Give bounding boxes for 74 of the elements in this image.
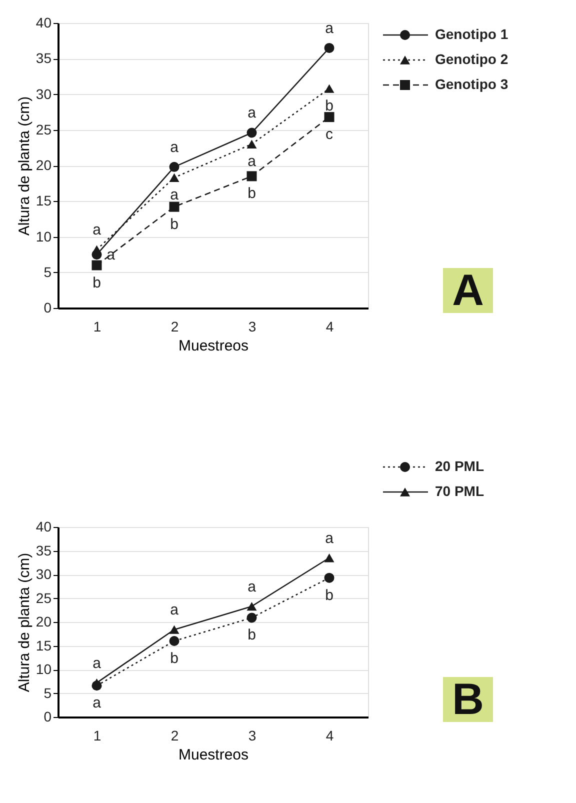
x-tick-label: 3: [248, 728, 256, 744]
annotation: b: [170, 216, 178, 233]
y-tick-label: 5: [44, 684, 52, 701]
y-axis-title: Altura de planta (cm): [16, 552, 33, 692]
y-tick-label: 10: [36, 661, 52, 677]
point: [169, 162, 180, 172]
x-tick-label: 3: [248, 318, 256, 334]
point: [246, 602, 257, 611]
x-tick-label: 4: [326, 318, 334, 334]
annotation: b: [170, 650, 178, 667]
annotation: a: [92, 694, 102, 712]
x-tick-label: 1: [93, 318, 102, 334]
annotation: a: [248, 104, 257, 122]
point: [324, 84, 334, 93]
legend-label: Genotipo 2: [435, 51, 508, 67]
y-tick-label: 35: [36, 542, 52, 558]
annotation: c: [326, 126, 334, 144]
y-tick-label: 15: [36, 637, 52, 654]
annotation: a: [325, 20, 334, 37]
annotation: a: [248, 153, 257, 170]
annotation: a: [170, 138, 180, 156]
point: [324, 112, 334, 122]
point: [246, 612, 257, 623]
point: [246, 140, 257, 148]
y-tick-label: 40: [36, 518, 52, 534]
annotation: a: [92, 654, 102, 672]
point: [169, 173, 180, 182]
legend-label: Genotipo 1: [435, 26, 508, 42]
annotation: b: [248, 185, 256, 202]
annotation: a: [92, 222, 102, 239]
y-tick-label: 0: [44, 300, 52, 316]
point: [324, 42, 334, 53]
point: [92, 260, 102, 270]
point: [324, 572, 334, 583]
annotation: a: [170, 186, 180, 204]
legend-label: 20 PML: [435, 458, 484, 474]
annotation: b: [325, 586, 334, 604]
point: [246, 171, 257, 182]
y-tick-label: 30: [36, 86, 52, 102]
y-tick-label: 30: [36, 566, 52, 582]
y-tick-label: 15: [36, 192, 52, 209]
x-axis-title: Muestreos: [178, 338, 249, 354]
text: B: [452, 675, 484, 724]
point: [92, 250, 102, 260]
point: [246, 128, 257, 138]
point: [169, 202, 180, 212]
y-tick-label: 10: [36, 228, 52, 244]
y-axis-title: Altura de planta (cm): [16, 96, 33, 236]
x-axis-title: Muestreos: [178, 746, 249, 764]
legend-label: 70 PML: [435, 483, 484, 499]
annotation: a: [170, 602, 180, 619]
x-tick-label: 2: [170, 728, 179, 744]
y-tick-label: 0: [44, 708, 52, 724]
x-tick-label: 2: [170, 318, 179, 334]
point: [169, 636, 180, 646]
y-tick-label: 25: [36, 590, 52, 606]
y-tick-label: 40: [36, 14, 52, 30]
x-tick-label: 4: [326, 728, 334, 744]
annotation: b: [325, 98, 334, 115]
point: [324, 554, 334, 562]
legend-label: Genotipo 3: [435, 76, 508, 92]
point: [169, 625, 180, 634]
y-tick-label: 20: [36, 614, 52, 630]
annotation: b: [248, 626, 256, 644]
annotation: a: [248, 578, 257, 596]
y-tick-label: 25: [36, 121, 52, 138]
y-tick-label: 35: [36, 50, 52, 66]
point: [92, 680, 102, 691]
x-tick-label: 1: [93, 728, 102, 744]
text: A: [452, 266, 484, 315]
annotation: b: [92, 274, 101, 292]
annotation: a: [325, 530, 334, 547]
y-tick-label: 5: [44, 264, 52, 280]
y-tick-label: 20: [36, 157, 52, 173]
